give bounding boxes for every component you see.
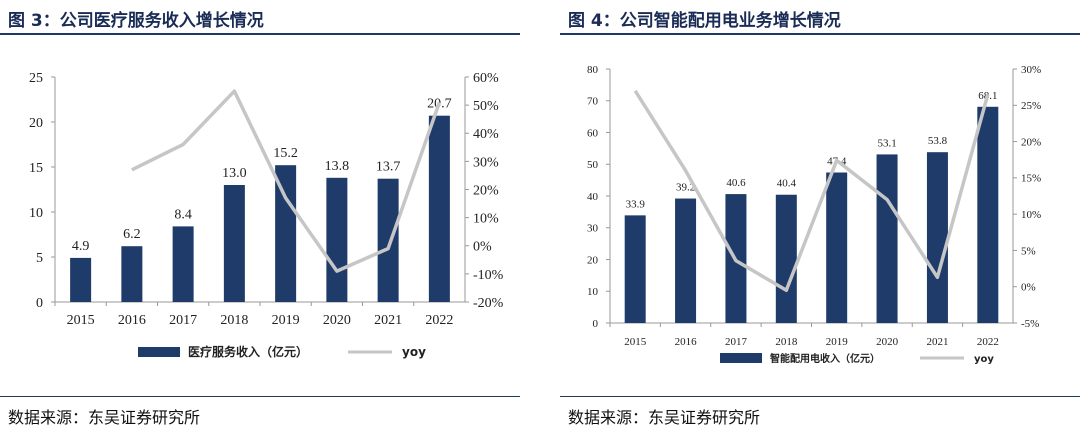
- bar-value-label: 6.2: [123, 227, 141, 242]
- chart-panel-medical-services: 图 3：公司医疗服务收入增长情况 0 5 10 15 20 25 -20% -10% 0% 10%…: [0, 0, 520, 440]
- bar: [926, 152, 948, 323]
- source-rule: [560, 396, 1080, 397]
- bar-value-label: 33.9: [626, 198, 646, 210]
- bar: [428, 115, 450, 302]
- bar-value-label: 40.6: [726, 177, 746, 189]
- source-rule: [0, 396, 520, 397]
- y2-tick-label: 15%: [1021, 173, 1041, 185]
- y2-tick-label: 40%: [473, 127, 499, 142]
- bar: [675, 198, 697, 323]
- series-line-yoy: [633, 89, 990, 293]
- bar-value-label: 13.8: [325, 159, 350, 174]
- series-line-yoy: [131, 89, 442, 273]
- legend-label-bar: 智能配用电收入（亿元）: [770, 352, 880, 365]
- y2-tick-label: 0%: [473, 240, 492, 255]
- chart-panel-smart-power: 图 4：公司智能配用电业务增长情况 0 10 20 30 40 50 60 70 80 -5% 0%…: [560, 0, 1080, 440]
- legend-label-line: yoy: [974, 354, 994, 365]
- y2-tick-label: -5%: [1021, 318, 1039, 330]
- x-tick-label: 2015: [624, 336, 647, 348]
- y-tick-label: 25: [29, 71, 43, 86]
- y-tick-label: 15: [29, 161, 43, 176]
- y-tick-label: 20: [29, 116, 43, 131]
- x-tick-label: 2016: [675, 336, 698, 348]
- y-tick-label: 60: [587, 127, 599, 139]
- x-tick-label: 2016: [118, 313, 146, 328]
- medical-services-chart: 0 5 10 15 20 25 -20% -10% 0% 10% 20% 30% 40% 50% 60% 4.…: [29, 71, 504, 359]
- x-tick-label: 2021: [926, 336, 948, 348]
- y2-tick-label: 25%: [1021, 100, 1041, 112]
- legend-label-line: yoy: [402, 345, 426, 359]
- x-tick-label: 2015: [67, 313, 95, 328]
- bar-value-label: 53.8: [928, 135, 948, 147]
- smart-power-chart: 0 10 20 30 40 50 60 70 80 -5% 0% 5% 10% 15% 20% 25% 30% 3…: [587, 64, 1041, 365]
- x-tick-label: 2020: [876, 336, 899, 348]
- chart-title: 图 3：公司医疗服务收入增长情况: [8, 11, 264, 31]
- y-tick-label: 10: [587, 286, 599, 298]
- bar: [70, 257, 92, 302]
- y-tick-label: 30: [587, 223, 599, 235]
- bar-value-label: 40.4: [777, 178, 797, 190]
- bar: [121, 246, 143, 302]
- y-tick-label: 50: [587, 159, 599, 171]
- x-tick-label: 2018: [775, 336, 798, 348]
- y2-tick-label: 60%: [473, 71, 499, 86]
- y-tick-label: 80: [587, 64, 599, 76]
- y2-tick-label: 5%: [1021, 245, 1036, 257]
- x-tick-label: 2019: [272, 313, 300, 328]
- y-tick-label: 20: [587, 254, 599, 266]
- x-tick-label: 2020: [323, 313, 351, 328]
- bar-value-label: 15.2: [273, 146, 298, 161]
- x-tick-label: 2017: [169, 313, 197, 328]
- y-tick-label: 0: [593, 318, 599, 330]
- bar-value-label: 13.0: [222, 166, 247, 181]
- x-tick-label: 2019: [826, 336, 849, 348]
- y2-tick-label: 50%: [473, 99, 499, 114]
- legend-swatch-bar: [720, 353, 762, 363]
- title-rule: [0, 33, 520, 35]
- bar: [377, 178, 399, 302]
- legend-swatch-bar: [138, 347, 180, 357]
- y2-tick-label: 30%: [1021, 64, 1041, 76]
- bar: [775, 194, 797, 323]
- bar-value-label: 53.1: [877, 137, 896, 149]
- chart-source: 数据来源：东吴证券研究所: [568, 408, 761, 427]
- bar-value-label: 39.2: [676, 182, 695, 194]
- y2-tick-label: 0%: [1021, 282, 1036, 294]
- y2-tick-label: 20%: [1021, 136, 1041, 148]
- title-rule: [560, 33, 1080, 35]
- y-tick-label: 40: [587, 191, 599, 203]
- bar: [223, 185, 245, 302]
- x-tick-label: 2018: [220, 313, 248, 328]
- bar-value-label: 13.7: [376, 160, 401, 175]
- x-tick-label: 2022: [425, 313, 453, 328]
- bar: [826, 172, 848, 323]
- y2-tick-label: -10%: [473, 268, 504, 283]
- x-tick-label: 2017: [725, 336, 748, 348]
- y2-tick-label: 10%: [1021, 209, 1041, 221]
- y-tick-label: 70: [587, 96, 599, 108]
- bar: [172, 226, 194, 302]
- y2-tick-label: 30%: [473, 155, 499, 170]
- bar: [275, 165, 297, 302]
- bar: [876, 154, 898, 323]
- x-tick-label: 2022: [977, 336, 999, 348]
- y-tick-label: 5: [36, 251, 43, 266]
- legend-label-bar: 医疗服务收入（亿元）: [188, 344, 308, 359]
- bar-value-label: 8.4: [174, 207, 192, 222]
- bar: [326, 177, 348, 302]
- y-tick-label: 10: [29, 206, 43, 221]
- y2-tick-label: 20%: [473, 183, 499, 198]
- x-tick-label: 2021: [374, 313, 402, 328]
- bar-value-label: 4.9: [72, 239, 90, 254]
- y2-tick-label: 10%: [473, 212, 499, 227]
- chart-title: 图 4：公司智能配用电业务增长情况: [568, 11, 841, 31]
- chart-source: 数据来源：东吴证券研究所: [8, 408, 201, 427]
- y-tick-label: 0: [36, 296, 43, 311]
- y2-tick-label: -20%: [473, 296, 504, 311]
- bar: [977, 106, 999, 323]
- bar: [624, 215, 646, 323]
